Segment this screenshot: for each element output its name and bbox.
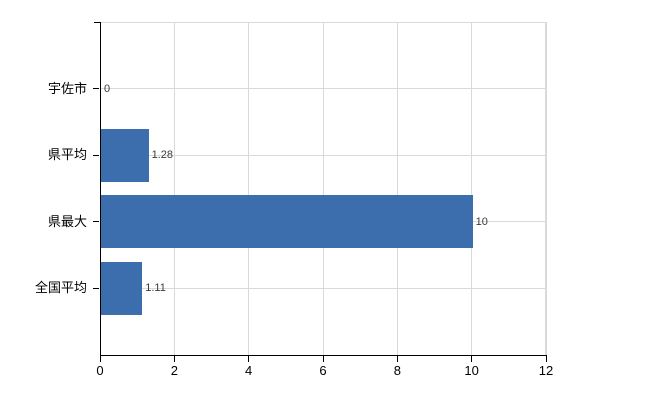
value-label: 1.11 <box>145 282 166 295</box>
x-axis-tick <box>545 356 547 362</box>
bar <box>101 128 149 182</box>
gridline-vertical <box>248 22 250 355</box>
gridline-horizontal <box>101 88 546 90</box>
x-axis-tick-label: 6 <box>319 363 327 378</box>
x-axis-tick-label: 12 <box>538 363 554 378</box>
x-axis-tick <box>173 356 175 362</box>
category-label: 県平均 <box>47 147 87 163</box>
gridline-horizontal <box>101 287 546 289</box>
gridline-vertical <box>322 22 324 355</box>
y-axis-line <box>100 22 101 356</box>
category-label: 宇佐市 <box>47 80 87 96</box>
x-axis-tick <box>99 356 101 362</box>
x-axis-line <box>100 355 547 356</box>
y-axis-tick <box>93 221 99 223</box>
x-axis-tick-label: 10 <box>464 363 479 378</box>
category-label: 県最大 <box>47 213 87 229</box>
y-axis-tick <box>93 154 99 156</box>
bar <box>101 195 473 249</box>
x-axis-tick <box>322 356 324 362</box>
x-axis-tick <box>248 356 250 362</box>
y-axis-tick <box>93 88 99 90</box>
gridline-vertical <box>471 22 473 355</box>
gridline-vertical <box>396 22 398 355</box>
x-axis-tick <box>471 356 473 362</box>
x-axis-tick-label: 4 <box>245 363 253 378</box>
gridline-vertical <box>545 22 547 355</box>
value-label: 10 <box>475 215 488 228</box>
plot-top-border <box>101 22 546 23</box>
x-axis-tick <box>396 356 398 362</box>
value-label: 1.28 <box>151 149 173 162</box>
y-axis-tick <box>93 287 99 289</box>
gridline-vertical <box>173 22 175 355</box>
x-axis-tick-label: 8 <box>393 363 401 378</box>
x-axis-tick-label: 0 <box>96 363 104 378</box>
value-label: 0 <box>104 82 111 95</box>
bar <box>101 261 143 315</box>
y-axis-top-tick <box>94 22 101 23</box>
gridline-horizontal <box>101 154 546 156</box>
category-label: 全国平均 <box>34 280 87 296</box>
x-axis-tick-label: 2 <box>170 363 178 378</box>
